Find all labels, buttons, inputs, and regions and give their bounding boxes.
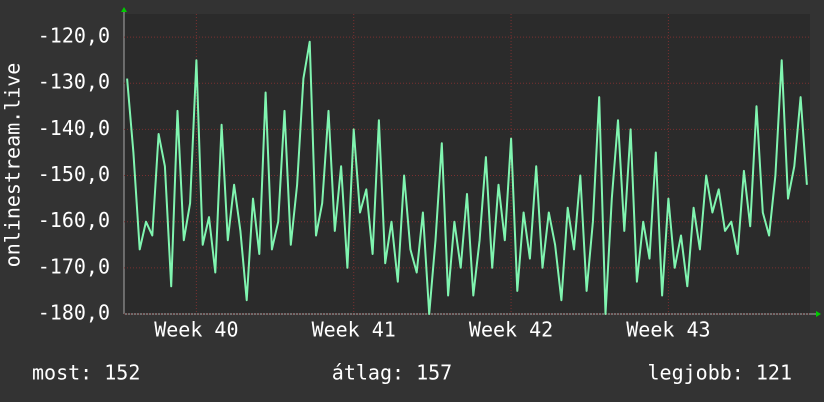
y-tick-label: -150,0 <box>38 162 110 186</box>
x-tick-label: Week 42 <box>469 318 553 342</box>
stat: átlag: 157 <box>332 361 452 385</box>
y-tick-label: -160,0 <box>38 208 110 232</box>
x-tick-label: Week 40 <box>154 318 238 342</box>
y-tick-label: -130,0 <box>38 70 110 94</box>
stat: most: 152 <box>32 361 140 385</box>
data-line <box>126 40 808 315</box>
plot-area <box>124 14 810 314</box>
x-tick-label: Week 43 <box>626 318 710 342</box>
y-tick-label: -120,0 <box>38 24 110 48</box>
y-tick-label: -170,0 <box>38 254 110 278</box>
y-axis-label: onlinestream.live <box>1 63 25 268</box>
axis-arrow <box>816 311 821 317</box>
x-tick-label: Week 41 <box>312 318 396 342</box>
y-tick-label: -180,0 <box>38 301 110 325</box>
y-tick-label: -140,0 <box>38 116 110 140</box>
axis-arrow <box>121 7 127 12</box>
stat: legjobb: 121 <box>648 361 793 385</box>
